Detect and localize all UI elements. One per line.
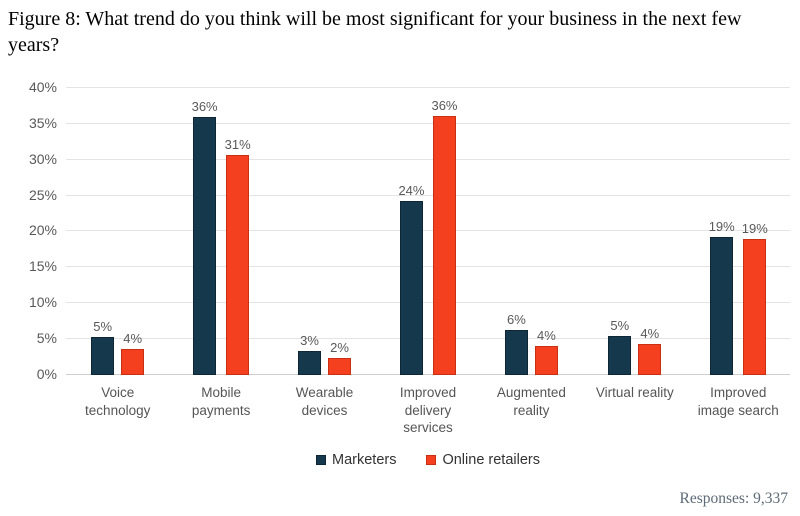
bar-column-online-retailers-voice-technology: 4%	[121, 88, 145, 375]
legend: Marketers Online retailers	[66, 452, 790, 468]
bar-column-online-retailers-mobile-payments: 31%	[225, 88, 251, 375]
value-label-online-retailers-wearable-devices: 2%	[330, 339, 349, 355]
bar-marketers-wearable-devices	[298, 351, 322, 375]
bar-online-retailers-virtual-reality	[638, 344, 662, 375]
legend-label-online-retailers: Online retailers	[442, 452, 540, 468]
bar-marketers-mobile-payments	[193, 116, 217, 375]
value-label-online-retailers-augmented-reality: 4%	[536, 328, 556, 344]
value-label-marketers-improved-delivery-services: 24%	[398, 183, 425, 199]
x-axis-label-voice-technology: Voice technology	[85, 385, 151, 418]
value-label-online-retailers-virtual-reality: 4%	[640, 326, 660, 342]
value-label-online-retailers-improved-image-search: 19%	[741, 221, 768, 237]
value-label-online-retailers-improved-delivery-services: 36%	[431, 97, 458, 113]
category-group-virtual-reality: 5% 4%	[583, 88, 686, 375]
gridline-10	[66, 302, 790, 303]
x-axis-label-improved-delivery-services: Improved delivery services	[399, 385, 457, 436]
bar-online-retailers-augmented-reality	[534, 346, 558, 375]
x-axis-label-virtual-reality: Virtual reality	[595, 385, 674, 400]
y-axis-tick-25: 25%	[28, 187, 57, 203]
gridline-20	[66, 230, 790, 231]
value-label-marketers-wearable-devices: 3%	[300, 333, 319, 349]
bar-column-marketers-improved-delivery-services: 24%	[398, 88, 424, 375]
bar-pair: 6% 4%	[504, 88, 558, 375]
bar-online-retailers-mobile-payments	[226, 155, 250, 375]
legend-swatch-marketers	[316, 455, 326, 465]
bar-online-retailers-improved-delivery-services	[432, 115, 456, 375]
value-label-marketers-augmented-reality: 6%	[506, 311, 526, 327]
value-label-online-retailers-mobile-payments: 31%	[224, 137, 251, 153]
category-group-voice-technology: 5% 4%	[66, 88, 169, 375]
category-group-augmented-reality: 6% 4%	[480, 88, 583, 375]
value-label-marketers-voice-technology: 5%	[93, 318, 113, 334]
bar-marketers-voice-technology	[91, 336, 115, 375]
bar-pair: 5% 4%	[91, 88, 145, 375]
bar-pair: 19% 19%	[709, 88, 768, 375]
bar-column-marketers-virtual-reality: 5%	[608, 88, 632, 375]
bar-column-marketers-mobile-payments: 36%	[192, 88, 218, 375]
gridline-30	[66, 159, 790, 160]
x-axis-labels: Voice technology Mobile payments Wearable …	[66, 384, 790, 437]
bar-online-retailers-voice-technology	[121, 349, 145, 375]
bar-column-online-retailers-augmented-reality: 4%	[534, 88, 558, 375]
y-axis-tick-30: 30%	[28, 151, 57, 167]
bar-marketers-virtual-reality	[608, 336, 632, 375]
bar-marketers-augmented-reality	[504, 329, 528, 375]
legend-item-marketers: Marketers	[316, 452, 396, 468]
value-label-marketers-virtual-reality: 5%	[610, 318, 630, 334]
value-label-marketers-mobile-payments: 36%	[191, 98, 218, 114]
y-axis-tick-0: 0%	[36, 366, 57, 382]
bar-column-online-retailers-wearable-devices: 2%	[328, 88, 352, 375]
y-axis-tick-15: 15%	[28, 258, 57, 274]
bar-column-marketers-improved-image-search: 19%	[709, 88, 735, 375]
x-axis-label-augmented-reality: Augmented reality	[496, 385, 566, 418]
x-axis-label-wearable-devices: Wearable devices	[295, 385, 354, 418]
plot-area: 0% 5% 10% 15% 20% 25% 30% 35% 40% 5% 4% 36% 31% 3% 2% 2…	[29, 79, 790, 382]
category-group-mobile-payments: 36% 31%	[169, 88, 272, 375]
bar-column-marketers-augmented-reality: 6%	[504, 88, 528, 375]
bar-pair: 36% 31%	[192, 88, 251, 375]
bar-marketers-improved-delivery-services	[399, 201, 423, 375]
value-label-marketers-improved-image-search: 19%	[708, 218, 735, 234]
category-group-improved-image-search: 19% 19%	[687, 88, 790, 375]
gridline-35	[66, 123, 790, 124]
bar-pair: 3% 2%	[298, 88, 352, 375]
gridline-0	[66, 374, 790, 375]
bar-online-retailers-wearable-devices	[328, 357, 352, 375]
x-axis-label-improved-image-search: Improved image search	[697, 385, 779, 418]
bar-marketers-improved-image-search	[710, 236, 734, 375]
x-axis-label-mobile-payments: Mobile payments	[191, 385, 251, 418]
legend-item-online-retailers: Online retailers	[426, 452, 540, 468]
bar-column-online-retailers-virtual-reality: 4%	[638, 88, 662, 375]
value-label-online-retailers-voice-technology: 4%	[123, 331, 143, 347]
y-axis-tick-10: 10%	[28, 294, 57, 310]
legend-swatch-online-retailers	[426, 455, 437, 465]
bar-pair: 5% 4%	[608, 88, 662, 375]
y-axis-tick-35: 35%	[28, 115, 57, 131]
bar-pair: 24% 36%	[398, 88, 458, 375]
gridline-40	[66, 87, 790, 88]
gridline-25	[66, 195, 790, 196]
y-axis-tick-5: 5%	[36, 330, 57, 346]
y-axis-tick-40: 40%	[28, 79, 57, 95]
bar-groups: 5% 4% 36% 31% 3% 2% 24% 36% 6% 4% 5% 4% 19% 19%	[66, 88, 790, 375]
y-axis-tick-20: 20%	[28, 222, 57, 238]
bar-column-online-retailers-improved-image-search: 19%	[742, 88, 768, 375]
figure-title: Figure 8: What trend do you think will b…	[8, 8, 742, 57]
category-group-wearable-devices: 3% 2%	[273, 88, 376, 375]
gridline-15	[66, 266, 790, 267]
bar-online-retailers-improved-image-search	[743, 239, 767, 375]
bar-column-marketers-wearable-devices: 3%	[298, 88, 322, 375]
responses-note: Responses: 9,337	[679, 490, 789, 507]
gridline-5	[66, 338, 790, 339]
category-group-improved-delivery-services: 24% 36%	[376, 88, 479, 375]
bar-column-marketers-voice-technology: 5%	[91, 88, 115, 375]
legend-label-marketers: Marketers	[332, 452, 397, 468]
bar-column-online-retailers-improved-delivery-services: 36%	[431, 88, 458, 375]
